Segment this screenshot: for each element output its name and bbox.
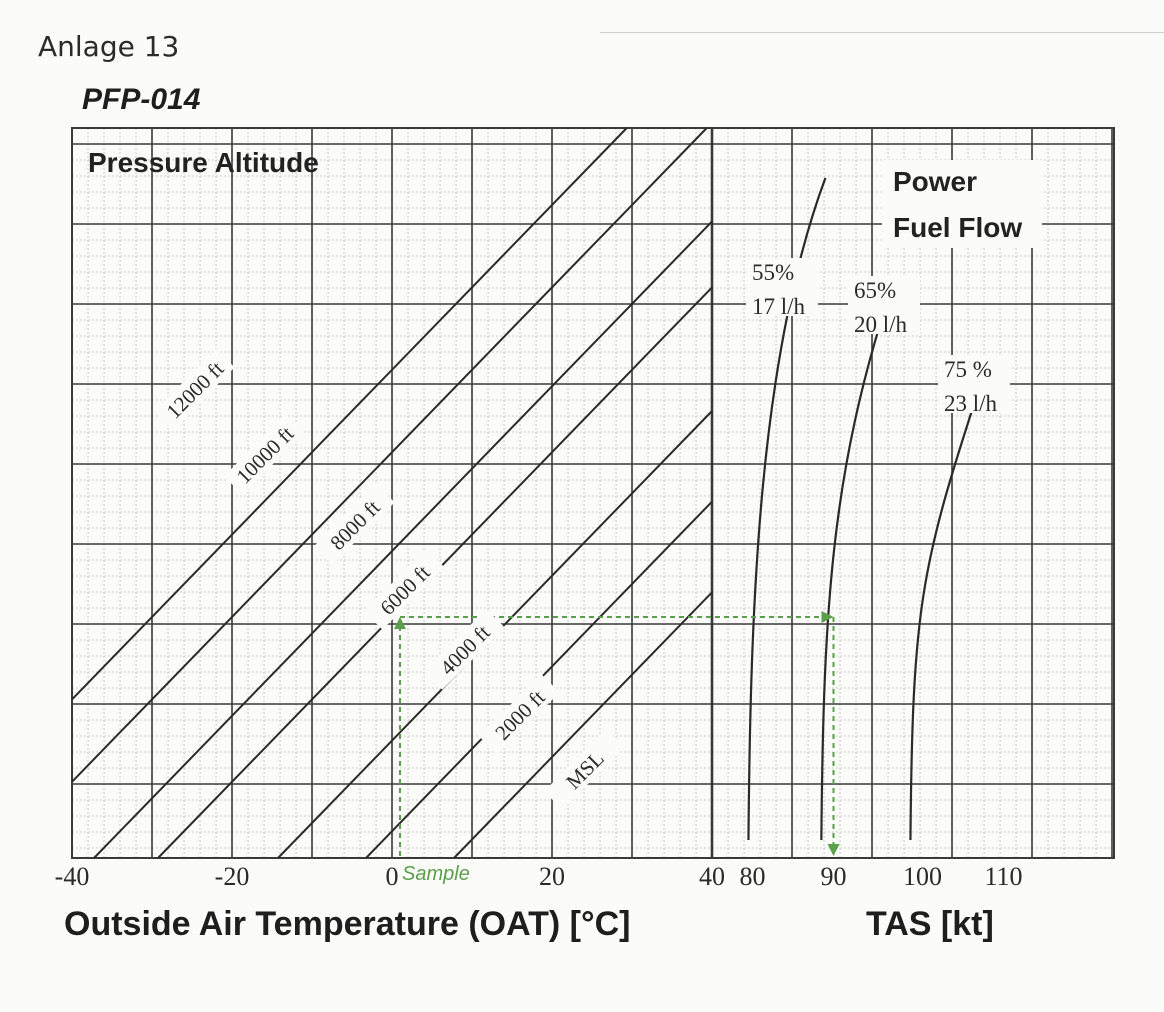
x-tick-oat: 40: [699, 862, 725, 891]
x-tick-tas: 110: [984, 862, 1022, 891]
tas-curve: [820, 291, 892, 841]
right-title-bg: [882, 160, 1042, 248]
left-panel-title: Pressure Altitude: [88, 147, 319, 178]
altitude-label-bg: [423, 608, 505, 690]
altitude-label-bg: [543, 728, 625, 810]
x-tick-oat: -20: [215, 862, 250, 891]
altitude-label: 6000 ft: [375, 560, 435, 620]
x-tick-tas: 100: [903, 862, 942, 891]
page-header: Anlage 13: [38, 30, 180, 63]
sample-label: Sample: [402, 863, 470, 885]
altitude-label-bg: [363, 548, 445, 630]
altitude-label: 12000 ft: [162, 356, 229, 423]
x-tick-oat: -40: [55, 862, 90, 891]
curve-label-bg: [746, 258, 818, 316]
altitude-label-bg: [153, 348, 235, 430]
curve-fuel-label: 23 l/h: [944, 391, 998, 416]
major-grid: [71, 127, 1115, 859]
altitude-line: [453, 591, 713, 859]
curve-fuel-label: 20 l/h: [854, 312, 908, 337]
right-panel-title-power: Power: [893, 166, 977, 197]
x-tick-tas: 80: [740, 862, 766, 891]
altitude-label: 10000 ft: [232, 421, 299, 488]
top-rule: [600, 32, 1164, 33]
altitude-label: 4000 ft: [435, 620, 495, 680]
curve-fuel-label: 17 l/h: [752, 294, 806, 319]
altitude-line: [71, 127, 628, 701]
sample-arrow-up: [394, 617, 406, 629]
altitude-label-bg: [223, 413, 305, 495]
curve-label-bg: [848, 276, 920, 334]
sample-arrow-right: [821, 611, 834, 623]
sample-arrow-down: [827, 844, 840, 856]
curve-power-label: 75 %: [944, 357, 992, 382]
plot-frame: [71, 127, 1115, 859]
altitude-line: [71, 127, 708, 783]
document-code: PFP-014: [82, 83, 201, 116]
altitude-label-bg: [313, 483, 395, 565]
x-tick-tas: 90: [821, 862, 847, 891]
curve-power-label: 55%: [752, 260, 794, 285]
x-tick-oat: 20: [539, 862, 565, 891]
sample-path: [394, 611, 840, 856]
tas-curve: [909, 387, 981, 841]
curve-power-label: 65%: [854, 278, 896, 303]
altitude-line: [93, 220, 713, 859]
x-axis-label-tas: TAS [kt]: [866, 905, 994, 943]
altitude-label-bg: [478, 673, 560, 755]
x-tick-oat: 0: [386, 862, 399, 891]
x-axis-label-oat: Outside Air Temperature (OAT) [°C]: [64, 905, 630, 943]
curve-label-bg: [938, 355, 1010, 413]
right-panel-title-fuel-flow: Fuel Flow: [893, 212, 1022, 243]
